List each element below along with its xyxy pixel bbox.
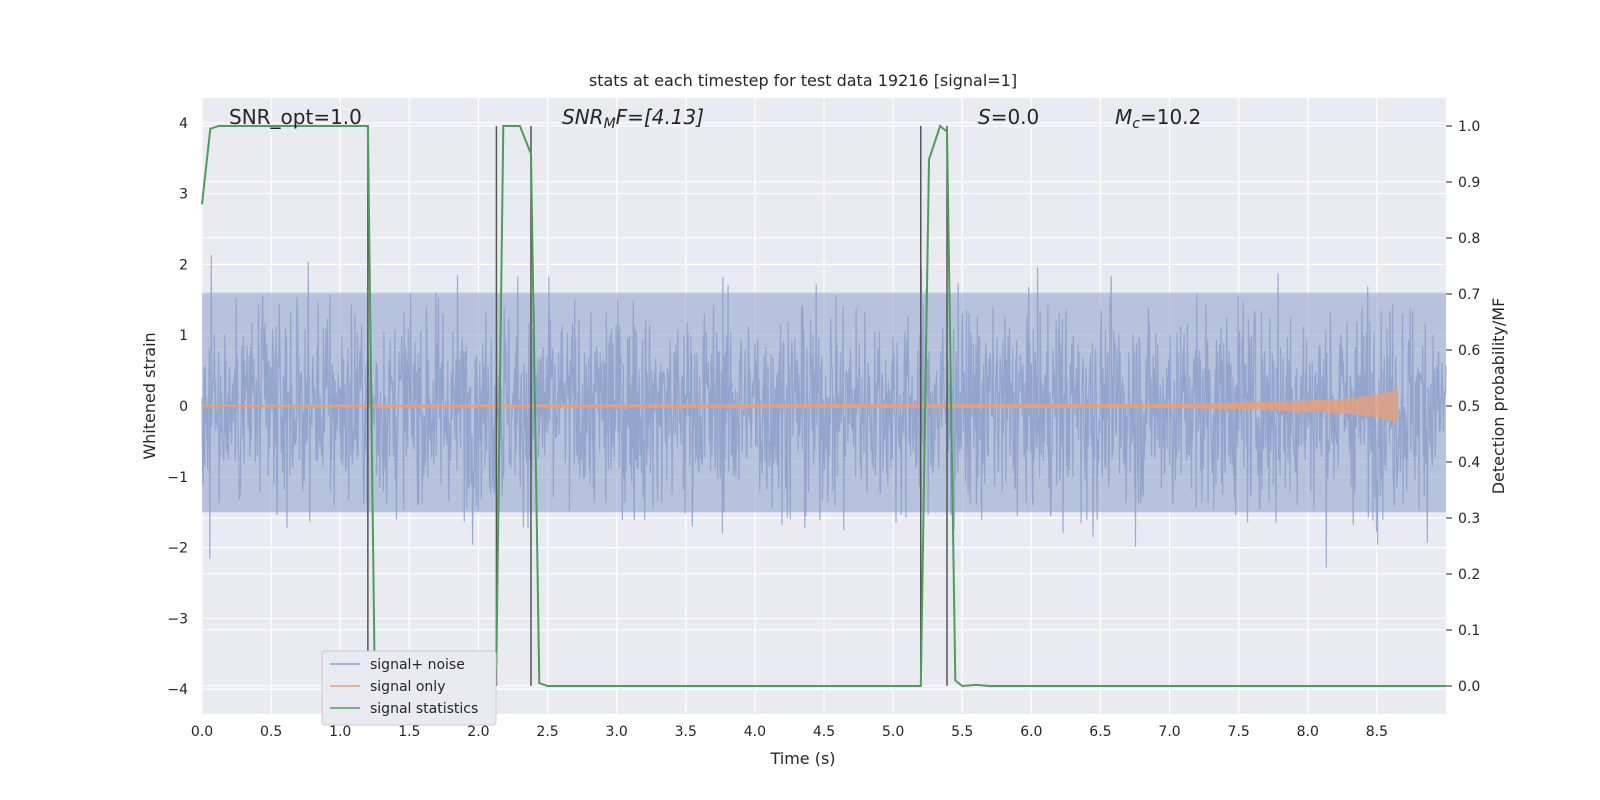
x-tick-label: 2.0 bbox=[467, 724, 489, 740]
annotation-mc-label: M bbox=[1115, 105, 1132, 129]
y-right-tick-label: 0.2 bbox=[1458, 567, 1480, 583]
annotation-s-value: =0.0 bbox=[991, 105, 1040, 129]
y-right-tick-label: 0.8 bbox=[1458, 231, 1480, 247]
legend-box bbox=[321, 650, 497, 726]
x-tick-label: 1.0 bbox=[329, 724, 351, 740]
annotation-mc: Mc=10.2 bbox=[1115, 105, 1201, 132]
x-tick-label: 8.5 bbox=[1366, 724, 1388, 740]
series-signal-noise bbox=[201, 254, 1447, 568]
signal-statistics-line bbox=[201, 124, 1446, 688]
y-right-tick-label: 0.4 bbox=[1458, 455, 1480, 471]
y-left-tick-label: 2 bbox=[179, 257, 188, 273]
x-tick-label: 6.5 bbox=[1089, 724, 1111, 740]
annotation-snr-mf-suffix: F=[4.13] bbox=[616, 105, 704, 129]
y-right-axis-label: Detection probability/MF bbox=[1489, 298, 1508, 495]
x-tick-label: 0.0 bbox=[191, 724, 213, 740]
annotation-snr-mf-sub: M bbox=[604, 116, 616, 132]
y-right-tick-label: 0.1 bbox=[1458, 623, 1480, 639]
x-tick-label: 5.0 bbox=[882, 724, 904, 740]
x-tick-label: 0.5 bbox=[260, 724, 282, 740]
y-left-tick-label: −4 bbox=[167, 682, 188, 698]
x-tick-label: 3.0 bbox=[606, 724, 628, 740]
x-tick-label: 6.0 bbox=[1020, 724, 1042, 740]
x-tick-label: 5.5 bbox=[951, 724, 973, 740]
signal-noise-band bbox=[202, 292, 1446, 513]
y-left-tick-label: −2 bbox=[167, 541, 188, 557]
annotation-s: S=0.0 bbox=[978, 105, 1039, 129]
legend-label-signal-statistics: signal statistics bbox=[370, 701, 478, 717]
y-right-tick-label: 0.6 bbox=[1458, 343, 1480, 359]
x-tick-label: 8.0 bbox=[1297, 724, 1319, 740]
y-left-tick-label: 1 bbox=[179, 328, 188, 344]
annotation-snr-mf: SNRMF=[4.13] bbox=[562, 105, 704, 132]
y-left-tick-label: 0 bbox=[179, 399, 188, 415]
x-tick-labels: 0.0 0.5 1.0 1.5 2.0 2.5 3.0 3.5 4.0 4.5 5.0 5.5 6.0 6… bbox=[191, 724, 1388, 740]
x-tick-label: 2.5 bbox=[536, 724, 558, 740]
x-tick-label: 1.5 bbox=[398, 724, 420, 740]
annotation-snr-mf-prefix: SNR bbox=[562, 105, 604, 129]
y-left-tick-label: −1 bbox=[167, 470, 188, 486]
x-axis-label: Time (s) bbox=[769, 749, 835, 768]
annotation-s-label: S bbox=[978, 105, 991, 129]
chart-title: stats at each timestep for test data 192… bbox=[589, 71, 1017, 90]
y-right-tick-labels: 1.0 0.9 0.8 0.7 0.6 0.5 0.4 0.3 0.2 0.1 0.0 bbox=[1446, 119, 1480, 695]
series-signal-statistics bbox=[201, 124, 1446, 688]
annotation-mc-value: =10.2 bbox=[1140, 105, 1201, 129]
x-tick-label: 4.0 bbox=[744, 724, 766, 740]
legend-label-signal-only: signal only bbox=[370, 679, 445, 695]
annotation-snr-opt: SNR_opt=1.0 bbox=[229, 105, 362, 129]
y-right-tick-label: 0.7 bbox=[1458, 287, 1480, 303]
y-right-tick-label: 1.0 bbox=[1458, 119, 1480, 135]
x-tick-label: 7.5 bbox=[1228, 724, 1250, 740]
series-signal-only bbox=[201, 389, 1399, 423]
x-tick-label: 3.5 bbox=[675, 724, 697, 740]
annotation-mc-sub: c bbox=[1132, 116, 1140, 132]
y-left-tick-label: 3 bbox=[179, 187, 188, 203]
legend: signal+ noise signal only signal statist… bbox=[321, 650, 497, 726]
y-left-tick-label: −3 bbox=[167, 611, 188, 627]
y-right-tick-label: 0.5 bbox=[1458, 399, 1480, 415]
y-right-tick-label: 0.0 bbox=[1458, 679, 1480, 695]
y-left-axis-label: Whitened strain bbox=[140, 332, 159, 459]
y-left-tick-labels: 4 3 2 1 0 −1 −2 −3 −4 bbox=[167, 116, 188, 698]
y-right-tick-label: 0.9 bbox=[1458, 175, 1480, 191]
x-tick-label: 7.0 bbox=[1158, 724, 1180, 740]
y-left-tick-label: 4 bbox=[179, 116, 188, 132]
y-right-tick-label: 0.3 bbox=[1458, 511, 1480, 527]
x-tick-label: 4.5 bbox=[813, 724, 835, 740]
legend-label-signal-noise: signal+ noise bbox=[370, 657, 465, 673]
